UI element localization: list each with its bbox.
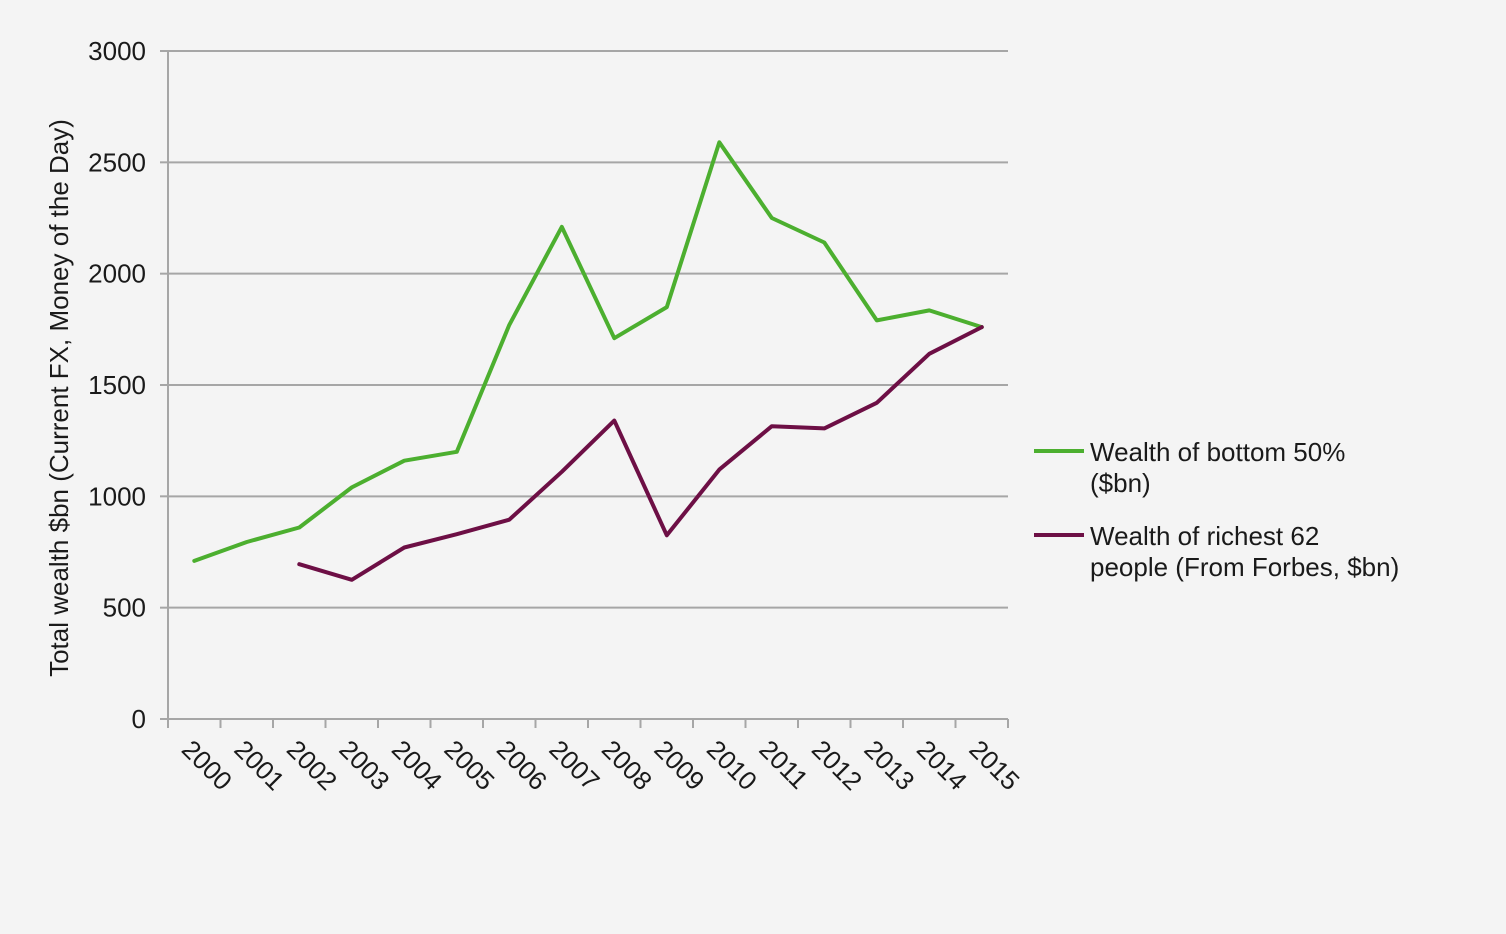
x-tick-label: 2009 bbox=[649, 734, 711, 796]
x-tick-label: 2005 bbox=[439, 734, 501, 796]
series-1-point bbox=[402, 459, 406, 463]
series-2-point bbox=[665, 533, 669, 537]
series-1-point bbox=[560, 225, 564, 229]
legend-label: Wealth of bottom 50% bbox=[1090, 437, 1345, 467]
series-1-point bbox=[612, 336, 616, 340]
series-1-point bbox=[927, 308, 931, 312]
tick-labels: 0500100015002000250030002000200120022003… bbox=[88, 36, 1025, 796]
series-2-point bbox=[717, 468, 721, 472]
series-1-point bbox=[297, 526, 301, 530]
series-lines bbox=[192, 140, 984, 582]
y-tick-label: 2000 bbox=[88, 259, 146, 289]
series-1-point bbox=[192, 559, 196, 563]
x-tick-label: 2003 bbox=[334, 734, 396, 796]
x-tick-label: 2000 bbox=[176, 734, 238, 796]
series-2-point bbox=[927, 352, 931, 356]
series-2-point bbox=[507, 518, 511, 522]
legend-label: ($bn) bbox=[1090, 468, 1151, 498]
y-tick-label: 2500 bbox=[88, 147, 146, 177]
series-1-point bbox=[875, 318, 879, 322]
x-tick-label: 2002 bbox=[281, 734, 343, 796]
x-tick-label: 2015 bbox=[964, 734, 1026, 796]
series-1-point bbox=[822, 240, 826, 244]
series-line-1 bbox=[192, 140, 984, 563]
series-1-point bbox=[770, 216, 774, 220]
x-tick-label: 2012 bbox=[806, 734, 868, 796]
series-2-point bbox=[770, 424, 774, 428]
legend-item-1: Wealth of bottom 50%($bn) bbox=[1034, 437, 1345, 498]
x-tick-label: 2010 bbox=[701, 734, 763, 796]
series-line-2 bbox=[297, 325, 984, 582]
y-tick-label: 0 bbox=[132, 704, 146, 734]
y-tick-label: 3000 bbox=[88, 36, 146, 66]
x-tick-label: 2004 bbox=[386, 734, 448, 796]
series-1-point bbox=[665, 305, 669, 309]
series-2-point bbox=[297, 562, 301, 566]
series-2-point bbox=[875, 401, 879, 405]
y-tick-label: 500 bbox=[103, 593, 146, 623]
y-axis-title: Total wealth $bn (Current FX, Money of t… bbox=[44, 119, 74, 677]
series-2-point bbox=[612, 419, 616, 423]
series-2-point bbox=[350, 578, 354, 582]
x-tick-label: 2008 bbox=[596, 734, 658, 796]
y-tick-label: 1000 bbox=[88, 481, 146, 511]
y-tick-label: 1500 bbox=[88, 370, 146, 400]
x-tick-label: 2013 bbox=[859, 734, 921, 796]
x-tick-label: 2014 bbox=[911, 734, 973, 796]
series-2-point bbox=[455, 532, 459, 536]
axes bbox=[160, 50, 1009, 728]
x-tick-label: 2001 bbox=[229, 734, 291, 796]
series-1-point bbox=[455, 450, 459, 454]
series-1-point bbox=[350, 485, 354, 489]
x-tick-label: 2006 bbox=[491, 734, 553, 796]
series-2-point bbox=[822, 426, 826, 430]
series-1-point bbox=[245, 540, 249, 544]
gridlines bbox=[168, 50, 1008, 609]
legend: Wealth of bottom 50%($bn) Wealth of riche… bbox=[1034, 437, 1399, 582]
legend-label: people (From Forbes, $bn) bbox=[1090, 552, 1399, 582]
legend-label: Wealth of richest 62 bbox=[1090, 521, 1319, 551]
series-1-point bbox=[507, 323, 511, 327]
series-2-point bbox=[560, 470, 564, 474]
series-2-point bbox=[980, 325, 984, 329]
series-1-point bbox=[717, 140, 721, 144]
series-2-point bbox=[402, 546, 406, 550]
x-tick-label: 2007 bbox=[544, 734, 606, 796]
x-tick-label: 2011 bbox=[754, 734, 815, 795]
